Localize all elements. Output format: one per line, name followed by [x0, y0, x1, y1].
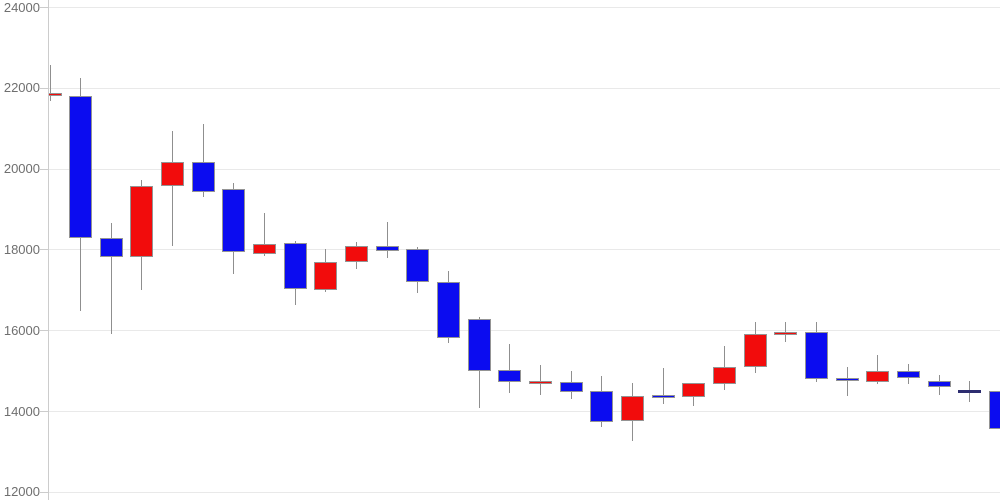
gridline	[49, 411, 1000, 412]
candle-body	[191, 161, 215, 192]
plot-area[interactable]	[48, 0, 1000, 500]
candle-body	[651, 394, 675, 398]
y-axis-label: 12000	[3, 484, 40, 500]
y-axis: 24000 22000 20000 18000 16000 14000 12000	[0, 0, 48, 500]
candle-body	[835, 378, 859, 382]
y-axis-tick	[40, 87, 48, 89]
candle-body	[406, 249, 430, 283]
candle-wick	[877, 354, 879, 385]
candle-body	[896, 370, 920, 378]
gridline	[49, 249, 1000, 251]
y-axis-tick	[40, 330, 48, 332]
candle-body	[713, 366, 737, 385]
candle-body	[927, 380, 951, 388]
candle-body	[99, 237, 123, 257]
candle-body	[467, 318, 491, 372]
y-axis-tick	[40, 249, 48, 251]
y-axis-label: 14000	[3, 403, 40, 419]
candle-body	[958, 390, 982, 394]
candle-wick	[110, 222, 112, 334]
candle-body	[682, 383, 706, 397]
y-axis-label: 20000	[3, 161, 40, 177]
gridline	[49, 330, 1000, 332]
candle-wick	[846, 366, 848, 397]
candle-body	[253, 244, 277, 254]
candle-body	[866, 371, 890, 382]
candle-body	[774, 331, 798, 335]
candle-wick	[785, 322, 787, 342]
candle-body	[805, 332, 828, 380]
gridline	[49, 168, 1000, 170]
candle-body	[590, 390, 614, 422]
gridline	[49, 87, 1000, 89]
candle-wick	[264, 212, 266, 256]
candle-body	[988, 390, 1000, 430]
candle-body	[49, 92, 62, 96]
candle-wick	[172, 130, 174, 247]
candle-body	[283, 243, 307, 290]
candle-body	[69, 95, 93, 238]
y-axis-tick	[40, 168, 48, 170]
candle-body	[498, 369, 522, 382]
candle-body	[559, 382, 583, 392]
y-axis-tick	[40, 491, 48, 493]
y-axis-tick	[40, 7, 48, 8]
candle-body	[161, 161, 185, 187]
candle-body	[621, 395, 645, 421]
candle-wick	[49, 64, 51, 101]
candle-body	[222, 189, 246, 252]
candle-body	[345, 246, 369, 262]
candle-body	[743, 333, 767, 367]
candle-wick	[202, 124, 204, 197]
y-axis-label: 24000	[3, 0, 40, 15]
candle-body	[130, 186, 154, 257]
gridline	[49, 7, 1000, 8]
candle-wick	[662, 367, 664, 405]
candle-wick	[540, 365, 542, 395]
candle-body	[375, 246, 399, 252]
gridline	[49, 491, 1000, 493]
y-axis-tick	[40, 411, 48, 412]
y-axis-label: 18000	[3, 241, 40, 257]
candle-wick	[509, 344, 511, 393]
candle-body	[437, 281, 461, 338]
y-axis-label: 22000	[3, 80, 40, 96]
candle-body	[529, 381, 553, 385]
y-axis-label: 16000	[3, 322, 40, 338]
candle-body	[314, 261, 338, 291]
candle-wick	[386, 221, 388, 258]
